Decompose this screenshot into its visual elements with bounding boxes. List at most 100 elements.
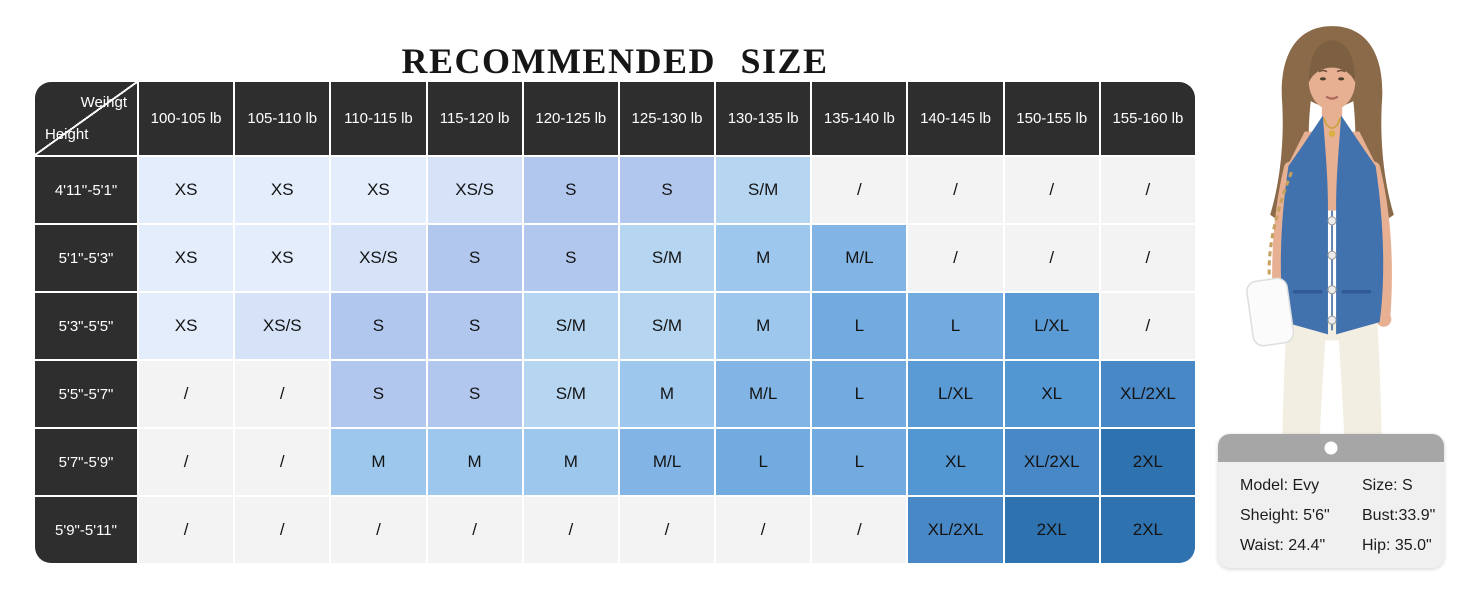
size-cell-empty: /	[139, 497, 234, 563]
size-cell-empty: /	[1100, 225, 1195, 291]
weight-header: 155-160 lb	[1100, 82, 1195, 155]
size-cell: M/L	[619, 429, 715, 495]
size-cell: L	[812, 429, 907, 495]
size-cell-empty: /	[812, 497, 907, 563]
weight-header: 130-135 lb	[716, 82, 811, 155]
size-cell: L/XL	[908, 361, 1003, 427]
size-cell: XL/2XL	[908, 497, 1003, 563]
weight-header: 140-145 lb	[908, 82, 1003, 155]
size-cell: XS	[235, 225, 330, 291]
corner-cell: Weihgt Height	[35, 82, 137, 155]
size-cell: XS/S	[235, 293, 330, 359]
size-cell: S/M	[523, 361, 618, 427]
hang-hole-icon	[1324, 441, 1338, 455]
size-cell: M/L	[812, 225, 907, 291]
size-cell: M	[619, 361, 715, 427]
size-cell: XS/S	[427, 157, 522, 223]
size-cell: L/XL	[1004, 293, 1099, 359]
size-cell: M	[523, 429, 618, 495]
corner-weight-label: Weihgt	[80, 94, 127, 111]
size-cell-empty: /	[908, 225, 1003, 291]
size-cell-empty: /	[427, 497, 522, 563]
height-header: 4'11''-5'1"	[35, 157, 137, 223]
size-cell-empty: /	[908, 157, 1003, 223]
height-header: 5'7"-5'9"	[35, 429, 137, 495]
size-cell: S/M	[523, 293, 618, 359]
size-cell: M	[331, 429, 426, 495]
page-title: RECOMMENDED SIZE	[401, 41, 829, 82]
size-cell: M/L	[716, 361, 811, 427]
size-cell: XL/2XL	[1100, 361, 1195, 427]
height-header: 5'9"-5'11"	[35, 497, 137, 563]
size-cell: L	[812, 361, 907, 427]
card-header-band	[1218, 434, 1444, 462]
size-cell-empty: /	[1004, 157, 1099, 223]
size-cell: M	[427, 429, 522, 495]
weight-header: 150-155 lb	[1004, 82, 1099, 155]
size-cell: XS/S	[331, 225, 426, 291]
size-cell: L	[716, 429, 811, 495]
size-cell-empty: /	[523, 497, 618, 563]
size-cell: 2XL	[1004, 497, 1099, 563]
size-cell: M	[716, 225, 811, 291]
weight-header: 125-130 lb	[619, 82, 715, 155]
size-cell: XS	[139, 157, 234, 223]
size-cell-empty: /	[1004, 225, 1099, 291]
size-cell: XS	[139, 293, 234, 359]
size-cell: S	[523, 157, 618, 223]
size-cell: S/M	[619, 225, 715, 291]
weight-header: 115-120 lb	[427, 82, 522, 155]
size-cell: L	[812, 293, 907, 359]
size-cell-empty: /	[235, 429, 330, 495]
corner-height-label: Height	[45, 126, 89, 143]
model-size-value: Size: S	[1362, 477, 1413, 494]
size-cell: S/M	[716, 157, 811, 223]
size-cell: S	[427, 361, 522, 427]
model-bag	[1246, 277, 1295, 347]
model-waist-value: Waist: 24.4"	[1240, 537, 1326, 554]
size-cell: S/M	[619, 293, 715, 359]
weight-header: 110-115 lb	[331, 82, 426, 155]
size-cell: XL	[1004, 361, 1099, 427]
size-cell: XS	[331, 157, 426, 223]
model-hip-value: Hip: 35.0"	[1362, 537, 1432, 554]
size-cell-empty: /	[619, 497, 715, 563]
size-cell-empty: /	[235, 361, 330, 427]
size-cell: 2XL	[1100, 497, 1195, 563]
size-cell-empty: /	[812, 157, 907, 223]
size-cell: M	[716, 293, 811, 359]
size-cell: S	[619, 157, 715, 223]
size-cell: XL/2XL	[1004, 429, 1099, 495]
size-cell-empty: /	[235, 497, 330, 563]
height-header: 5'5"-5'7"	[35, 361, 137, 427]
size-table: Weihgt Height 100-105 lb 105-110 lb 110-11…	[35, 82, 1195, 563]
height-header: 5'3"-5'5"	[35, 293, 137, 359]
weight-header: 135-140 lb	[812, 82, 907, 155]
model-info-card: Model: Evy Size: S Sheight: 5'6" Bust:33…	[1218, 434, 1444, 568]
height-header: 5'1"-5'3"	[35, 225, 137, 291]
size-cell: L	[908, 293, 1003, 359]
size-cell: XS	[235, 157, 330, 223]
model-bust-value: Bust:33.9"	[1362, 507, 1436, 524]
size-cell: S	[427, 225, 522, 291]
size-cell: XL	[908, 429, 1003, 495]
size-cell-empty: /	[716, 497, 811, 563]
size-cell-empty: /	[1100, 293, 1195, 359]
size-cell-empty: /	[139, 429, 234, 495]
size-cell: S	[331, 293, 426, 359]
weight-header: 105-110 lb	[235, 82, 330, 155]
size-cell: S	[331, 361, 426, 427]
size-cell: S	[523, 225, 618, 291]
model-height-value: Sheight: 5'6"	[1240, 507, 1330, 524]
model-name-value: Model: Evy	[1240, 477, 1320, 494]
weight-header: 120-125 lb	[523, 82, 618, 155]
size-cell-empty: /	[1100, 157, 1195, 223]
size-cell: 2XL	[1100, 429, 1195, 495]
size-cell-empty: /	[139, 361, 234, 427]
weight-header: 100-105 lb	[139, 82, 234, 155]
model-vest	[1280, 115, 1328, 335]
card-body: Model: Evy Size: S Sheight: 5'6" Bust:33…	[1218, 462, 1444, 556]
size-cell: S	[427, 293, 522, 359]
size-cell: XS	[139, 225, 234, 291]
size-cell-empty: /	[331, 497, 426, 563]
